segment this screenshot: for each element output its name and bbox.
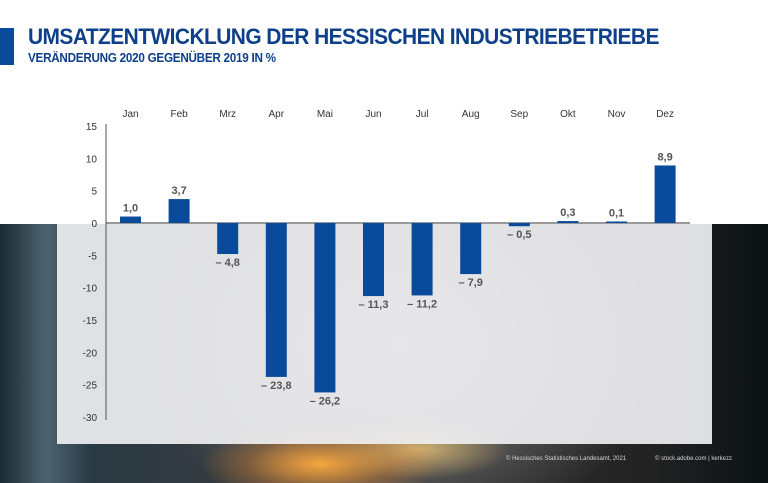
value-label: – 0,5	[507, 229, 531, 241]
month-label: Jul	[416, 109, 429, 120]
month-label: Jun	[365, 109, 381, 120]
value-label: 0,3	[560, 207, 575, 219]
bar-apr	[265, 223, 287, 377]
y-tick-label: -25	[83, 381, 98, 392]
bar-sep	[508, 223, 530, 227]
month-label: Dez	[656, 109, 674, 120]
value-label: 1,0	[123, 203, 138, 215]
month-label: Jan	[122, 109, 138, 120]
y-tick-label: 0	[91, 219, 97, 230]
y-tick-label: 15	[86, 122, 98, 133]
value-label: 8,9	[657, 151, 672, 163]
value-label: – 7,9	[458, 277, 482, 289]
bar-jul	[411, 223, 433, 296]
bars	[120, 165, 676, 393]
month-label: Mrz	[219, 109, 236, 120]
value-label: – 4,8	[215, 257, 239, 269]
month-label: Feb	[170, 109, 188, 120]
photo-credit: © stock.adobe.com | kerkezz	[655, 456, 733, 462]
y-tick-label: -5	[88, 251, 97, 262]
bar-jun	[363, 223, 384, 297]
month-labels: Jan Feb Mrz Apr Mai Jun Jul Aug Sep Okt Nov Dez	[122, 109, 674, 120]
value-label: – 26,2	[310, 395, 341, 407]
bar-mai	[314, 223, 336, 393]
value-label: 3,7	[171, 185, 186, 197]
value-label: – 11,2	[407, 298, 437, 310]
bar-feb	[168, 199, 190, 223]
y-tick-label: -20	[83, 348, 98, 359]
bar-aug	[460, 223, 482, 275]
y-tick-label: -10	[83, 284, 98, 295]
bar-jan	[120, 216, 141, 223]
bar-okt	[557, 221, 579, 223]
y-tick-label: 5	[91, 187, 97, 198]
value-label: – 23,8	[261, 380, 292, 392]
y-tick-label: 10	[86, 154, 98, 165]
bar-mrz	[217, 223, 239, 255]
chart-subtitle: VERÄNDERUNG 2020 GEGENÜBER 2019 IN %	[28, 50, 276, 65]
month-label: Mai	[317, 109, 333, 120]
y-axis: 15 10 5 0 -5 -10 -15 -20 -25 -30	[83, 122, 690, 424]
bar-nov	[606, 221, 627, 223]
month-label: Nov	[608, 109, 626, 120]
bar-dez	[654, 165, 676, 223]
month-label: Sep	[510, 109, 528, 120]
value-label: 0,1	[609, 208, 624, 220]
chart-title: UMSATZENTWICKLUNG DER HESSISCHEN INDUSTR…	[28, 24, 659, 49]
month-label: Aug	[462, 109, 480, 120]
month-label: Okt	[560, 109, 576, 120]
month-label: Apr	[269, 109, 285, 120]
source-credit: © Hessisches Statistisches Landesamt, 20…	[506, 456, 627, 462]
y-tick-label: -15	[83, 316, 98, 327]
y-tick-label: -30	[83, 413, 98, 424]
title-accent-bar	[0, 28, 14, 65]
chart-panel	[57, 224, 712, 444]
value-label: – 11,3	[359, 299, 389, 311]
value-labels: 1,0 3,7 – 4,8 – 23,8 – 26,2 – 11,3 – 11,2 – 7,9…	[123, 151, 673, 407]
